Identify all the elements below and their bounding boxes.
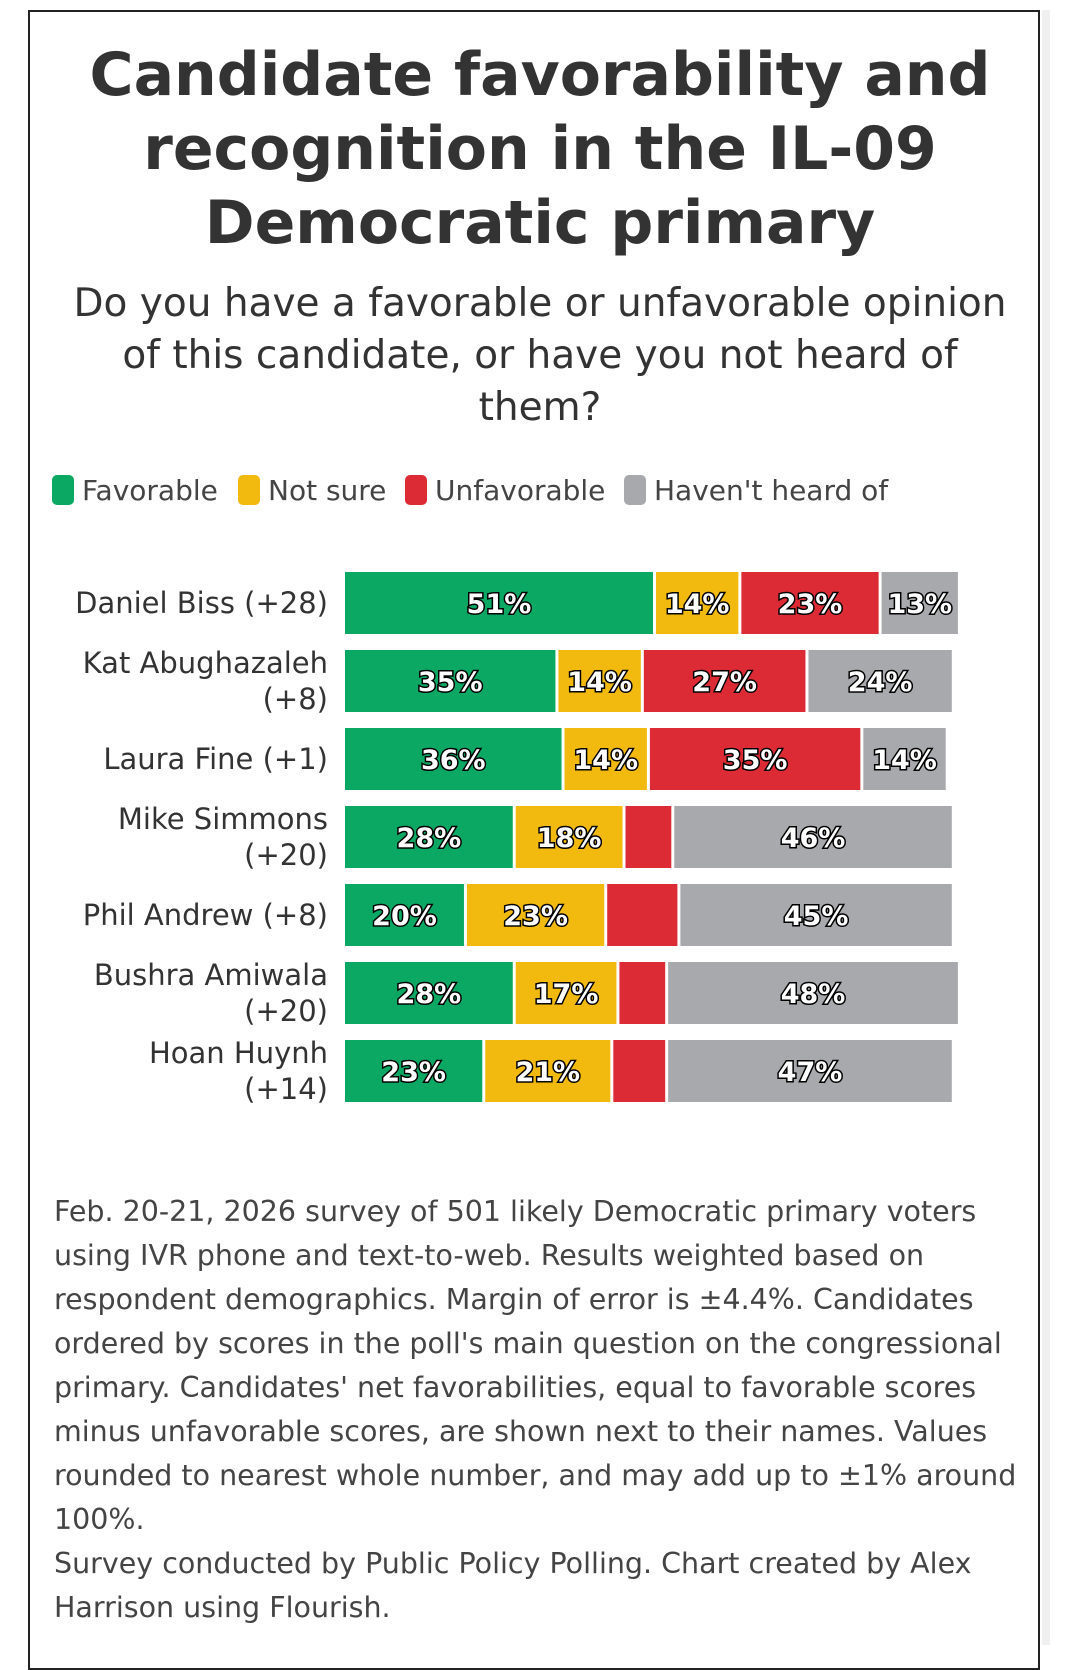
data-label-not-sure-daniel-biss-28: 14%: [665, 589, 730, 620]
legend-label-favorable: Favorable: [82, 473, 218, 507]
data-label-haven-t-heard-of-bushra-amiwala: 48%: [781, 979, 846, 1010]
bar-favorable-kat-abughazaleh: [345, 650, 556, 712]
bar-favorable-bushra-amiwala: [345, 962, 513, 1024]
category-label-line: Daniel Biss (+28): [75, 586, 328, 620]
legend-label-havent-heard: Haven't heard of: [654, 473, 889, 507]
data-label-haven-t-heard-of-phil-andrew-8: 45%: [784, 901, 849, 932]
data-label-unfavorable-kat-abughazaleh: 27%: [692, 667, 757, 698]
legend-swatch-havent-heard: [624, 475, 646, 505]
footnote: Feb. 20-21, 2026 survey of 501 likely De…: [54, 1190, 1029, 1630]
data-label-not-sure-bushra-amiwala: 17%: [534, 979, 599, 1010]
data-label-haven-t-heard-of-kat-abughazaleh: 24%: [848, 667, 913, 698]
bar-favorable-mike-simmons: [345, 806, 513, 868]
data-label-not-sure-hoan-huynh: 21%: [515, 1057, 580, 1088]
category-label-line: Bushra Amiwala: [94, 958, 328, 992]
category-label-line: (+14): [244, 1072, 328, 1106]
data-label-not-sure-laura-fine-1: 14%: [573, 745, 638, 776]
category-label-line: Phil Andrew (+8): [83, 898, 328, 932]
footnote-method: Feb. 20-21, 2026 survey of 501 likely De…: [54, 1195, 1017, 1536]
bar-not-sure-daniel-biss-28: [656, 572, 739, 634]
bar-not-sure-phil-andrew-8: [466, 884, 605, 946]
chart-subtitle: Do you have a favorable or unfavorable o…: [73, 281, 1007, 430]
legend-item-unfavorable: Unfavorable: [405, 470, 605, 510]
scrollbar-track: [1042, 10, 1050, 1645]
category-label-line: (+20): [244, 838, 328, 872]
data-label-favorable-kat-abughazaleh: 35%: [418, 667, 483, 698]
bar-unfavorable-hoan-huynh: [613, 1040, 666, 1102]
data-label-haven-t-heard-of-daniel-biss-28: 13%: [887, 589, 952, 620]
category-label-bushra-amiwala: Bushra Amiwala (+20): [94, 958, 328, 1028]
bar-haven-t-heard-of-kat-abughazaleh: [808, 650, 952, 712]
footnote-credit: Survey conducted by Public Policy Pollin…: [54, 1547, 972, 1624]
bar-unfavorable-laura-fine-1: [649, 728, 861, 790]
category-label-mike-simmons: Mike Simmons (+20): [118, 802, 328, 872]
bar-haven-t-heard-of-hoan-huynh: [668, 1040, 952, 1102]
bar-haven-t-heard-of-daniel-biss-28: [881, 572, 958, 634]
category-label-kat-abughazaleh: Kat Abughazaleh (+8): [83, 646, 328, 716]
bar-favorable-daniel-biss-28: [345, 572, 653, 634]
data-label-favorable-daniel-biss-28: 51%: [467, 589, 532, 620]
category-label-line: (+20): [244, 994, 328, 1028]
bar-favorable-hoan-huynh: [345, 1040, 483, 1102]
legend-swatch-not-sure: [238, 475, 260, 505]
data-label-unfavorable-laura-fine-1: 35%: [723, 745, 788, 776]
bar-haven-t-heard-of-laura-fine-1: [863, 728, 946, 790]
category-label-line: Mike Simmons: [118, 802, 328, 836]
data-label-favorable-mike-simmons: 28%: [397, 823, 462, 854]
legend-item-not-sure: Not sure: [238, 470, 386, 510]
bar-not-sure-mike-simmons: [515, 806, 623, 868]
category-label-line: (+8): [263, 682, 328, 716]
category-label-line: Hoan Huynh: [149, 1036, 328, 1070]
data-label-favorable-laura-fine-1: 36%: [421, 745, 486, 776]
legend-label-unfavorable: Unfavorable: [435, 473, 606, 507]
data-label-unfavorable-daniel-biss-28: 23%: [778, 589, 843, 620]
bar-unfavorable-phil-andrew-8: [607, 884, 678, 946]
legend-swatch-favorable: [52, 475, 74, 505]
data-label-haven-t-heard-of-laura-fine-1: 14%: [872, 745, 937, 776]
bar-unfavorable-bushra-amiwala: [619, 962, 666, 1024]
bar-haven-t-heard-of-phil-andrew-8: [680, 884, 952, 946]
bar-not-sure-bushra-amiwala: [515, 962, 617, 1024]
data-label-not-sure-mike-simmons: 18%: [537, 823, 602, 854]
legend-item-havent-heard: Haven't heard of: [624, 470, 888, 510]
legend-swatch-unfavorable: [405, 475, 427, 505]
category-label-line: Laura Fine (+1): [103, 742, 328, 776]
category-label-phil-andrew-8: Phil Andrew (+8): [83, 898, 328, 932]
bar-favorable-laura-fine-1: [345, 728, 562, 790]
category-label-daniel-biss-28: Daniel Biss (+28): [75, 586, 328, 620]
category-label-line: Kat Abughazaleh: [83, 646, 328, 680]
legend: Favorable Not sure Unfavorable Haven't h…: [52, 470, 1032, 510]
legend-label-not-sure: Not sure: [268, 473, 387, 507]
data-label-haven-t-heard-of-mike-simmons: 46%: [781, 823, 846, 854]
bar-haven-t-heard-of-mike-simmons: [674, 806, 952, 868]
bar-unfavorable-mike-simmons: [625, 806, 672, 868]
bar-haven-t-heard-of-bushra-amiwala: [668, 962, 958, 1024]
bar-not-sure-laura-fine-1: [564, 728, 647, 790]
stacked-bar-chart: Daniel Biss (+28) 51% 14% 23% 13% Kat Abughaz…: [75, 572, 958, 1106]
data-label-favorable-bushra-amiwala: 28%: [397, 979, 462, 1010]
legend-item-favorable: Favorable: [52, 470, 218, 510]
bar-unfavorable-kat-abughazaleh: [643, 650, 806, 712]
category-label-hoan-huynh: Hoan Huynh (+14): [149, 1036, 328, 1106]
data-label-not-sure-kat-abughazaleh: 14%: [567, 667, 632, 698]
bar-not-sure-hoan-huynh: [485, 1040, 611, 1102]
bar-unfavorable-daniel-biss-28: [741, 572, 879, 634]
chart-title: Candidate favorability and recognition i…: [89, 40, 991, 258]
data-label-favorable-phil-andrew-8: 20%: [372, 901, 437, 932]
bar-favorable-phil-andrew-8: [345, 884, 464, 946]
data-label-not-sure-phil-andrew-8: 23%: [503, 901, 568, 932]
data-label-favorable-hoan-huynh: 23%: [381, 1057, 446, 1088]
category-label-laura-fine-1: Laura Fine (+1): [103, 742, 328, 776]
bar-not-sure-kat-abughazaleh: [558, 650, 641, 712]
data-label-haven-t-heard-of-hoan-huynh: 47%: [778, 1057, 843, 1088]
